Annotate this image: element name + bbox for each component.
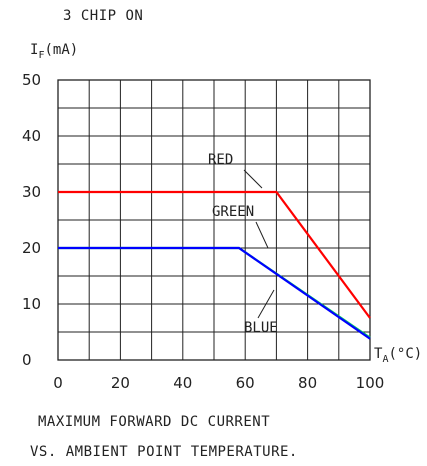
series-annotations: RED GREEN BLUE	[208, 152, 278, 336]
x-tick-label: 60	[236, 374, 255, 392]
caption-line-2: VS. AMBIENT POINT TEMPERATURE.	[30, 444, 298, 460]
y-tick-label: 50	[22, 71, 41, 89]
x-axis-ticks: 0 20 40 60 80 100	[53, 374, 384, 392]
x-tick-label: 20	[111, 374, 130, 392]
chart-grid	[58, 80, 370, 360]
y-tick-label: 40	[22, 127, 41, 145]
y-tick-label: 30	[22, 183, 41, 201]
leader-line-green	[255, 221, 269, 249]
series-lines	[58, 190, 371, 340]
annotation-blue: BLUE	[244, 320, 278, 336]
leader-line-blue	[257, 289, 275, 319]
annotation-green: GREEN	[212, 204, 254, 220]
x-tick-label: 40	[173, 374, 192, 392]
x-tick-label: 80	[298, 374, 317, 392]
x-tick-label: 100	[356, 374, 385, 392]
x-axis-label-text: TA(°C)	[374, 346, 422, 365]
forward-current-chart: 0 10 20 30 40 50 0 20 40 60 80 100 IF(mA) TA(°C) R…	[22, 42, 422, 392]
y-axis-label-text: IF(mA)	[30, 42, 78, 61]
y-tick-label: 10	[22, 295, 41, 313]
series-line-red	[58, 190, 371, 319]
y-axis-label: IF(mA)	[30, 42, 78, 61]
chart-condition: 3 CHIP ON	[63, 8, 144, 24]
leader-line-red	[243, 169, 263, 189]
y-tick-label: 0	[22, 351, 32, 369]
caption-line-1: MAXIMUM FORWARD DC CURRENT	[38, 414, 271, 430]
x-axis-label: TA(°C)	[374, 346, 422, 365]
x-tick-label: 0	[53, 374, 63, 392]
annotation-red: RED	[208, 152, 233, 168]
y-axis-ticks: 0 10 20 30 40 50	[22, 71, 41, 369]
y-tick-label: 20	[22, 239, 41, 257]
series-line-blue	[58, 246, 371, 340]
plot-frame	[57, 79, 371, 361]
